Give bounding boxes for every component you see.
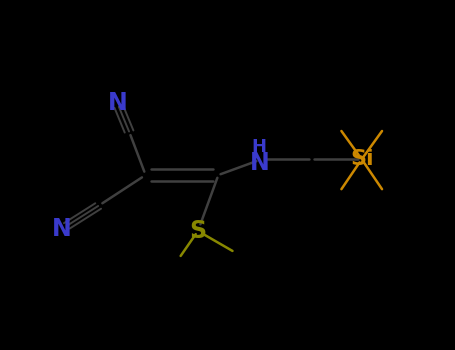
Text: N: N: [249, 152, 269, 175]
Text: Si: Si: [350, 149, 374, 169]
Text: N: N: [51, 217, 71, 241]
Text: N: N: [107, 91, 127, 115]
Text: S: S: [189, 219, 207, 243]
Text: H: H: [252, 138, 267, 156]
